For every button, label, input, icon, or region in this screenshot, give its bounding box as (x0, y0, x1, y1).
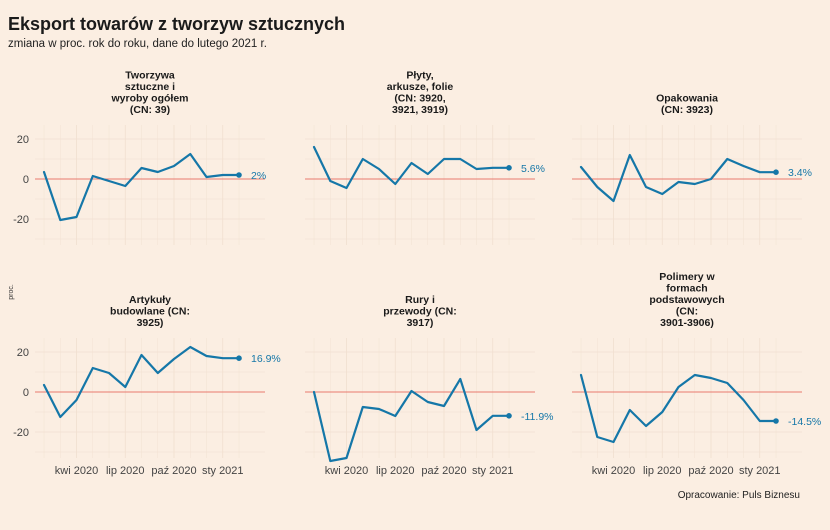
series-line (579, 153, 778, 203)
chart-subtitle: zmiana w proc. rok do roku, dane do lute… (8, 38, 267, 50)
panel-title-line: (CN: 3923) (661, 104, 713, 116)
x-tick-label: lip 2020 (106, 465, 145, 477)
panel-title-line: 3901-3906) (660, 317, 714, 329)
panel-title-line: wyroby ogółem (110, 93, 188, 105)
panel-title-line: przewody (CN: (383, 306, 457, 318)
end-value-label: 3.4% (788, 167, 812, 179)
panel-title-line: 3917) (407, 317, 434, 329)
x-tick-label: kwi 2020 (55, 465, 98, 477)
x-tick-label: paź 2020 (688, 465, 733, 477)
y-tick-label: 0 (23, 174, 29, 186)
source-caption: Opracowanie: Puls Biznesu (677, 490, 800, 501)
end-value-label: 5.6% (521, 163, 545, 175)
end-value-label: -11.9% (521, 411, 554, 423)
end-value-label: 2% (251, 170, 266, 182)
panel-title-line: podstawowych (649, 294, 724, 306)
panel-title-line: (CN: 3920, (394, 93, 445, 105)
series-line (579, 373, 778, 444)
y-tick-label: 20 (17, 134, 29, 146)
x-tick-label: kwi 2020 (592, 465, 635, 477)
x-tick-label: paź 2020 (421, 465, 466, 477)
panel-3: 3.4% Opakowania(CN: 3923) (572, 93, 812, 245)
series-end-point (506, 165, 512, 171)
panel-2: 5.6% Płyty,arkusze, folie(CN: 3920,3921, … (305, 70, 545, 245)
panel-title-line: arkusze, folie (387, 81, 454, 93)
y-axis-label: proc. (8, 284, 15, 300)
x-tick-label: sty 2021 (739, 465, 781, 477)
panel-title-line: (CN: (676, 306, 698, 318)
x-tick-label: sty 2021 (202, 465, 244, 477)
panel-title-line: Opakowania (656, 93, 718, 105)
series-end-point (506, 413, 512, 419)
series-end-point (236, 355, 242, 362)
panel-title-line: 3921, 3919) (392, 104, 448, 116)
end-value-label: 16.9% (251, 353, 281, 365)
x-tick-label: lip 2020 (643, 465, 682, 477)
series-line (42, 345, 241, 419)
chart-title: Eksport towarów z tworzyw sztucznych (8, 14, 346, 34)
x-tick-label: kwi 2020 (325, 465, 368, 477)
series-line (42, 152, 241, 222)
panel-title-line: sztuczne i (125, 81, 175, 93)
series-end-point (773, 418, 779, 424)
series-end-point (236, 172, 242, 178)
panel-title-line: Płyty, (406, 70, 433, 82)
end-value-label: -14.5% (788, 416, 821, 428)
y-tick-label: 20 (17, 347, 29, 359)
panel-title-line: Polimery w (659, 271, 715, 283)
panel-title-line: Tworzywa (125, 70, 175, 82)
series-line (312, 145, 511, 190)
panel-title-line: (CN: 39) (130, 104, 170, 116)
y-tick-label: -20 (13, 427, 29, 439)
y-tick-label: -20 (13, 214, 29, 226)
series-end-point (773, 169, 779, 175)
panel-6: -14.5% Polimery wformachpodstawowych(CN:3… (572, 271, 821, 477)
series-line (312, 377, 511, 463)
x-tick-label: sty 2021 (472, 465, 514, 477)
panel-title-line: Artykuły (129, 294, 171, 306)
panel-title-line: formach (666, 283, 707, 295)
x-tick-label: paź 2020 (151, 465, 196, 477)
panel-title-line: budowlane (CN: (110, 306, 190, 318)
panel-title-line: 3925) (137, 317, 164, 329)
y-tick-label: 0 (23, 387, 29, 399)
panel-title-line: Rury i (405, 294, 435, 306)
x-tick-label: lip 2020 (376, 465, 415, 477)
